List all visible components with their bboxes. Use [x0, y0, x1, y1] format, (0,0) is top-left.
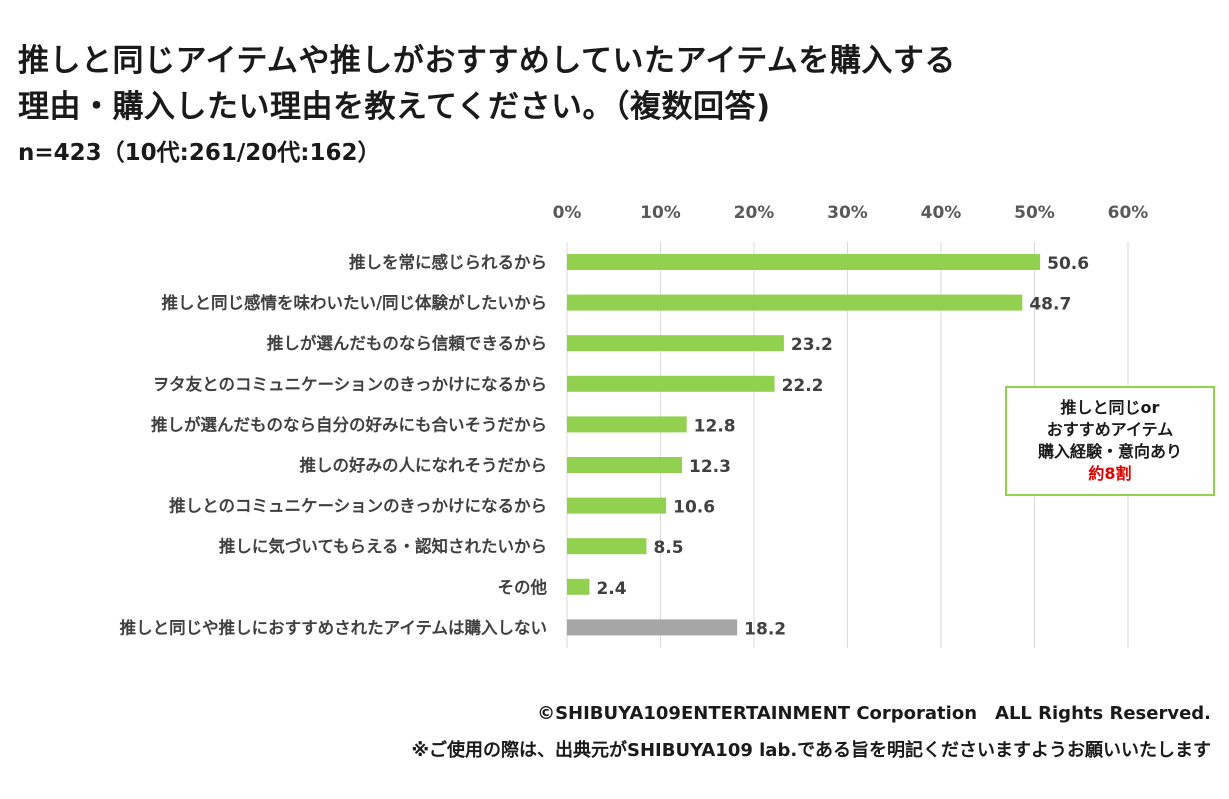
data-label: 2.4 [596, 579, 626, 599]
x-tick-label: 10% [640, 203, 681, 223]
bar [567, 254, 1041, 270]
chart-title-line1: 推しと同じアイテムや推しがおすすめしていたアイテムを購入する [18, 43, 956, 79]
copyright-text: ©SHIBUYA109ENTERTAINMENT Corporation ALL… [537, 703, 1211, 724]
category-labels: 推しを常に感じられるから推しと同じ感情を味わいたい/同じ体験がしたいから推しが選… [120, 252, 548, 637]
x-tick-label: 0% [553, 203, 582, 223]
bar [567, 619, 738, 636]
bar [567, 335, 784, 352]
sample-size-subtitle: n=423（10代:261/20代:162） [18, 140, 381, 166]
category-label: 推しと同じ感情を味わいたい/同じ体験がしたいから [161, 293, 547, 313]
data-label: 12.3 [689, 457, 731, 477]
category-label: 推しが選んだものなら信頼できるから [267, 333, 547, 353]
callout-line2: おすすめアイテム [1046, 420, 1174, 439]
bar [567, 375, 775, 392]
data-label: 48.7 [1029, 295, 1071, 315]
data-label: 10.6 [673, 498, 715, 518]
category-label: その他 [498, 577, 548, 597]
category-label: 推しの好みの人になれそうだから [300, 455, 548, 475]
x-tick-label: 20% [734, 203, 775, 223]
category-label: ヲタ友とのコミュニケーションのきっかけになるから [153, 374, 547, 394]
bar [567, 416, 687, 433]
bar [567, 457, 683, 473]
category-label: 推しに気づいてもらえる・認知されたいから [219, 536, 547, 556]
chart-title: 推しと同じアイテムや推しがおすすめしていたアイテムを購入する 理由・購入したい理… [18, 38, 1208, 130]
callout-line1: 推しと同じor [1060, 398, 1160, 417]
callout-highlight: 約8割 [1088, 464, 1132, 483]
bar [567, 497, 667, 514]
data-label: 50.6 [1047, 254, 1089, 274]
x-tick-label: 40% [921, 203, 962, 223]
category-label: 推しと同じや推しにおすすめされたアイテムは購入しない [120, 617, 547, 637]
callout-line3: 購入経験・意向あり [1037, 442, 1182, 461]
bar [567, 294, 1023, 311]
data-label: 18.2 [744, 619, 786, 639]
x-axis-ticks: 0% 10% 20% 30% 40% 50% 60% [553, 203, 1149, 223]
bar [567, 538, 647, 555]
x-tick-label: 50% [1014, 203, 1055, 223]
category-label: 推しを常に感じられるから [349, 252, 547, 272]
x-tick-label: 30% [827, 203, 868, 223]
value-labels: 50.6 48.7 23.2 22.2 12.8 12.3 10.6 8.5 2.4 18.2 [596, 254, 1089, 639]
x-tick-label: 60% [1108, 203, 1149, 223]
data-label: 12.8 [694, 416, 736, 436]
bars [567, 254, 1041, 636]
category-label: 推しが選んだものなら自分の好みにも合いそうだから [151, 414, 547, 434]
callout-box: 推しと同じor おすすめアイテム 購入経験・意向あり 約8割 [1005, 386, 1215, 496]
usage-notice: ※ご使用の際は、出典元がSHIBUYA109 lab.である旨を明記くださいます… [411, 740, 1212, 761]
data-label: 8.5 [653, 538, 683, 558]
data-label: 22.2 [782, 376, 824, 396]
bar [567, 578, 590, 595]
chart-title-line2: 理由・購入したい理由を教えてください。（複数回答) [18, 89, 771, 125]
category-label: 推しとのコミュニケーションのきっかけになるから [169, 496, 547, 516]
data-label: 23.2 [791, 335, 833, 355]
